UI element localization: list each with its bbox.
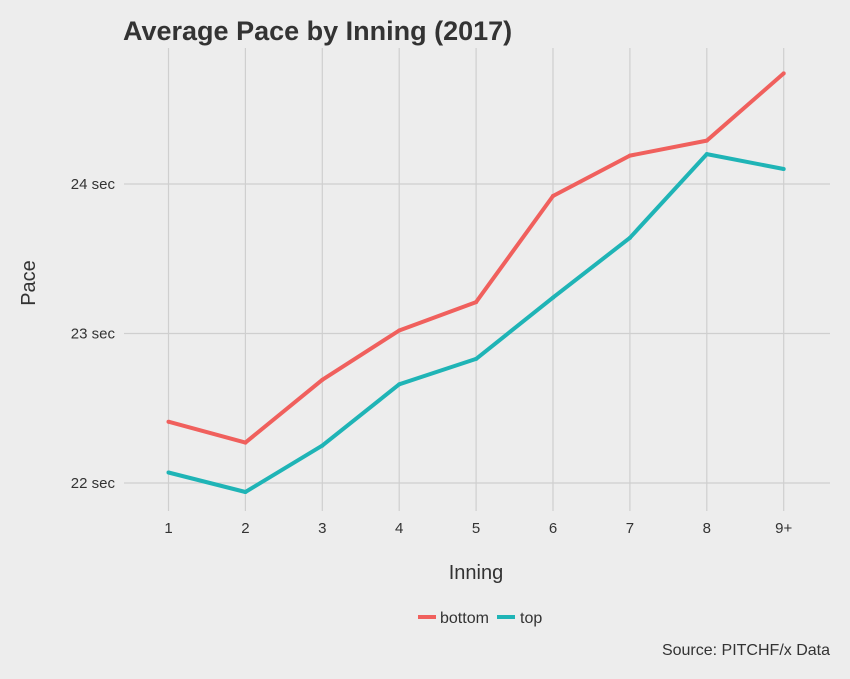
data-point-top <box>320 443 325 448</box>
legend-label-top: top <box>520 610 542 627</box>
x-tick-label: 3 <box>318 520 326 537</box>
data-point-top <box>704 152 709 157</box>
data-point-bottom <box>320 377 325 382</box>
y-tick-label: 22 sec <box>71 475 116 492</box>
y-axis-title: Pace <box>18 260 40 306</box>
chart-title: Average Pace by Inning (2017) <box>123 16 512 46</box>
x-axis-title: Inning <box>449 562 504 584</box>
x-tick-label: 6 <box>549 520 557 537</box>
data-point-bottom <box>704 138 709 143</box>
x-tick-label: 7 <box>626 520 634 537</box>
axes: 22 sec 23 sec 24 sec 1 2 3 4 5 6 7 8 9+ <box>71 176 793 537</box>
data-point-bottom <box>781 71 786 76</box>
data-point-top <box>243 489 248 494</box>
x-tick-label: 2 <box>241 520 249 537</box>
data-point-top <box>474 356 479 361</box>
data-point-top <box>166 470 171 475</box>
x-tick-label: 1 <box>164 520 172 537</box>
data-point-top <box>781 167 786 172</box>
y-tick-label: 24 sec <box>71 176 116 193</box>
data-point-top <box>627 235 632 240</box>
data-point-bottom <box>166 419 171 424</box>
data-point-top <box>551 295 555 300</box>
data-point-bottom <box>551 193 555 198</box>
data-point-bottom <box>397 328 402 333</box>
data-point-bottom <box>627 153 632 158</box>
x-tick-label: 9+ <box>775 520 792 537</box>
data-point-bottom <box>474 300 479 305</box>
series-lines <box>166 71 786 494</box>
x-tick-label: 8 <box>703 520 711 537</box>
x-tick-label: 5 <box>472 520 480 537</box>
legend-label-bottom: bottom <box>440 610 489 627</box>
data-point-bottom <box>243 440 248 445</box>
data-point-top <box>397 382 402 387</box>
source-caption: Source: PITCHF/x Data <box>662 642 830 659</box>
grid <box>124 48 830 511</box>
y-tick-label: 23 sec <box>71 326 116 343</box>
legend: bottom top <box>418 610 542 627</box>
x-tick-label: 4 <box>395 520 403 537</box>
